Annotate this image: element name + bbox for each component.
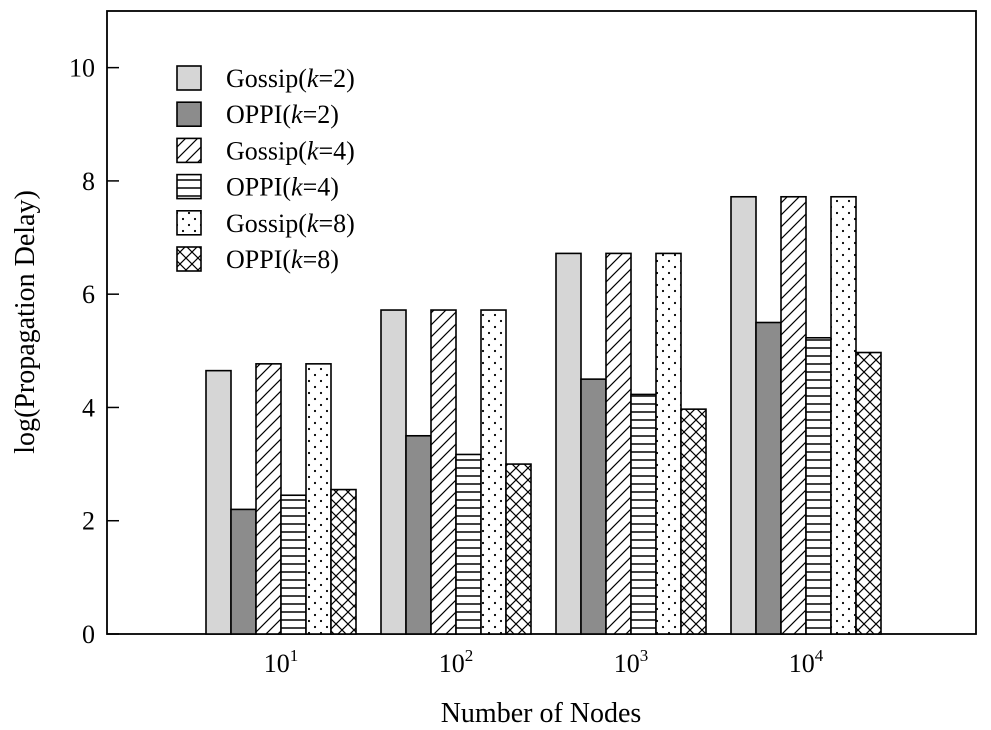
y-axis-label: log(Propagation Delay)	[10, 190, 41, 454]
x-tick-label: 101	[264, 646, 299, 678]
legend: Gossip(k=2) OPPI(k=2) Gossip(k=4) OPPI(k=4)…	[176, 64, 355, 274]
legend-label: Gossip(k=8)	[226, 209, 355, 238]
bar-gossip-k2-0	[205, 369, 232, 635]
legend-swatch	[176, 246, 202, 272]
x-tick-label: 104	[789, 646, 824, 678]
bar-oppi-k8-3	[855, 351, 882, 635]
bar-oppi-k8-2	[680, 408, 707, 635]
bar-gossip-k2-2	[555, 252, 582, 635]
bar-gossip-k8-1	[480, 309, 507, 635]
legend-label: Gossip(k=4)	[226, 136, 355, 165]
legend-label: OPPI(k=8)	[226, 245, 339, 274]
legend-swatch	[176, 173, 202, 200]
legend-label: OPPI(k=2)	[226, 100, 339, 129]
bar-gossip-k8-2	[655, 252, 682, 635]
x-tick-label: 102	[439, 646, 474, 678]
bar-gossip-k2-1	[380, 309, 407, 635]
bar-oppi-k2-3	[755, 321, 782, 635]
bar-oppi-k4-2	[630, 393, 657, 635]
y-tick-label: 10	[69, 54, 95, 83]
bar-oppi-k4-3	[805, 336, 832, 635]
x-axis-label: Number of Nodes	[441, 698, 642, 729]
legend-label: OPPI(k=4)	[226, 173, 339, 202]
y-tick-label: 0	[82, 620, 95, 649]
y-tick-label: 4	[82, 393, 95, 422]
bar-oppi-k2-1	[405, 434, 432, 635]
plot-frame	[106, 10, 977, 635]
bar-oppi-k8-1	[505, 463, 532, 635]
x-tick-label: 103	[614, 646, 649, 678]
bar-gossip-k8-0	[305, 363, 332, 635]
bar-gossip-k4-1	[430, 309, 457, 635]
legend-swatch	[176, 137, 202, 164]
bar-gossip-k2-3	[730, 195, 757, 635]
legend-swatch	[176, 101, 202, 127]
y-tick-label: 8	[82, 167, 95, 196]
bar-gossip-k4-2	[605, 252, 632, 635]
legend-swatch	[176, 210, 202, 236]
bar-gossip-k8-3	[830, 195, 857, 635]
bar-oppi-k2-2	[580, 378, 607, 635]
bar-oppi-k8-0	[330, 488, 357, 635]
y-tick-label: 6	[82, 280, 95, 309]
bar-oppi-k2-0	[230, 508, 257, 635]
bar-oppi-k4-1	[455, 453, 482, 635]
y-tick-label: 2	[82, 507, 95, 536]
bars	[205, 195, 882, 635]
y-axis-ticks: 0 2 4 6 8 10	[69, 54, 119, 649]
bar-gossip-k4-0	[255, 363, 282, 635]
legend-label: Gossip(k=2)	[226, 64, 355, 93]
bar-oppi-k4-0	[280, 494, 307, 635]
bar-gossip-k4-3	[780, 195, 807, 635]
legend-swatch	[176, 65, 202, 91]
